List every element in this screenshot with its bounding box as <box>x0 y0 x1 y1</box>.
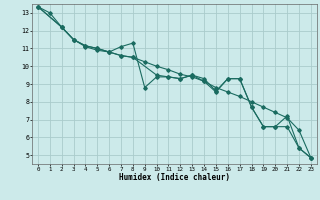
X-axis label: Humidex (Indice chaleur): Humidex (Indice chaleur) <box>119 173 230 182</box>
